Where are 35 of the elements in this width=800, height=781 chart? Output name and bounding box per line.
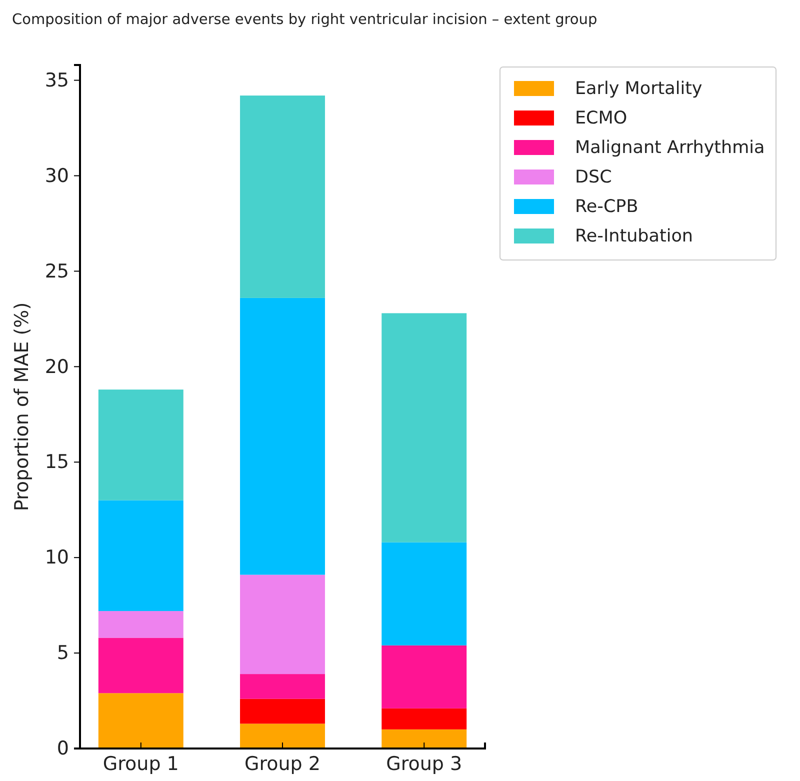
x-tick-label: Group 3 <box>386 752 462 775</box>
legend-label: DSC <box>575 168 612 188</box>
bar <box>240 298 325 575</box>
legend-label: Re-Intubation <box>575 226 694 246</box>
bar <box>240 574 325 674</box>
bar <box>98 500 184 612</box>
legend-label: ECMO <box>575 108 628 128</box>
chart-title: Composition of major adverse events by right ventricular incision – extent group <box>12 12 598 28</box>
legend-label: Re-CPB <box>575 197 638 217</box>
bar <box>98 638 184 694</box>
bar <box>382 708 467 730</box>
y-tick-label: 10 <box>44 546 69 569</box>
bar <box>98 693 184 748</box>
y-tick-label: 25 <box>44 260 69 282</box>
bar <box>240 724 325 748</box>
bar <box>98 611 184 638</box>
y-tick-label: 35 <box>44 69 69 92</box>
legend-label: Early Mortality <box>575 79 702 99</box>
bar <box>240 96 325 298</box>
bar <box>240 674 325 699</box>
bar <box>240 698 325 724</box>
y-tick-label: 15 <box>44 451 69 474</box>
x-tick-label: Group 2 <box>244 752 320 775</box>
bar <box>382 542 467 646</box>
bar <box>382 729 467 748</box>
legend-label: Malignant Arrhythmia <box>575 138 765 158</box>
y-tick-label: 20 <box>44 356 69 378</box>
x-tick-label: Group 1 <box>102 752 179 775</box>
bar <box>382 313 467 542</box>
bar <box>98 390 184 500</box>
bar <box>382 645 467 708</box>
y-axis-title: Proportion of MAE (%) <box>11 302 33 512</box>
y-tick-label: 0 <box>56 738 69 760</box>
y-tick-label: 5 <box>56 642 69 664</box>
y-tick-label: 30 <box>44 164 69 187</box>
